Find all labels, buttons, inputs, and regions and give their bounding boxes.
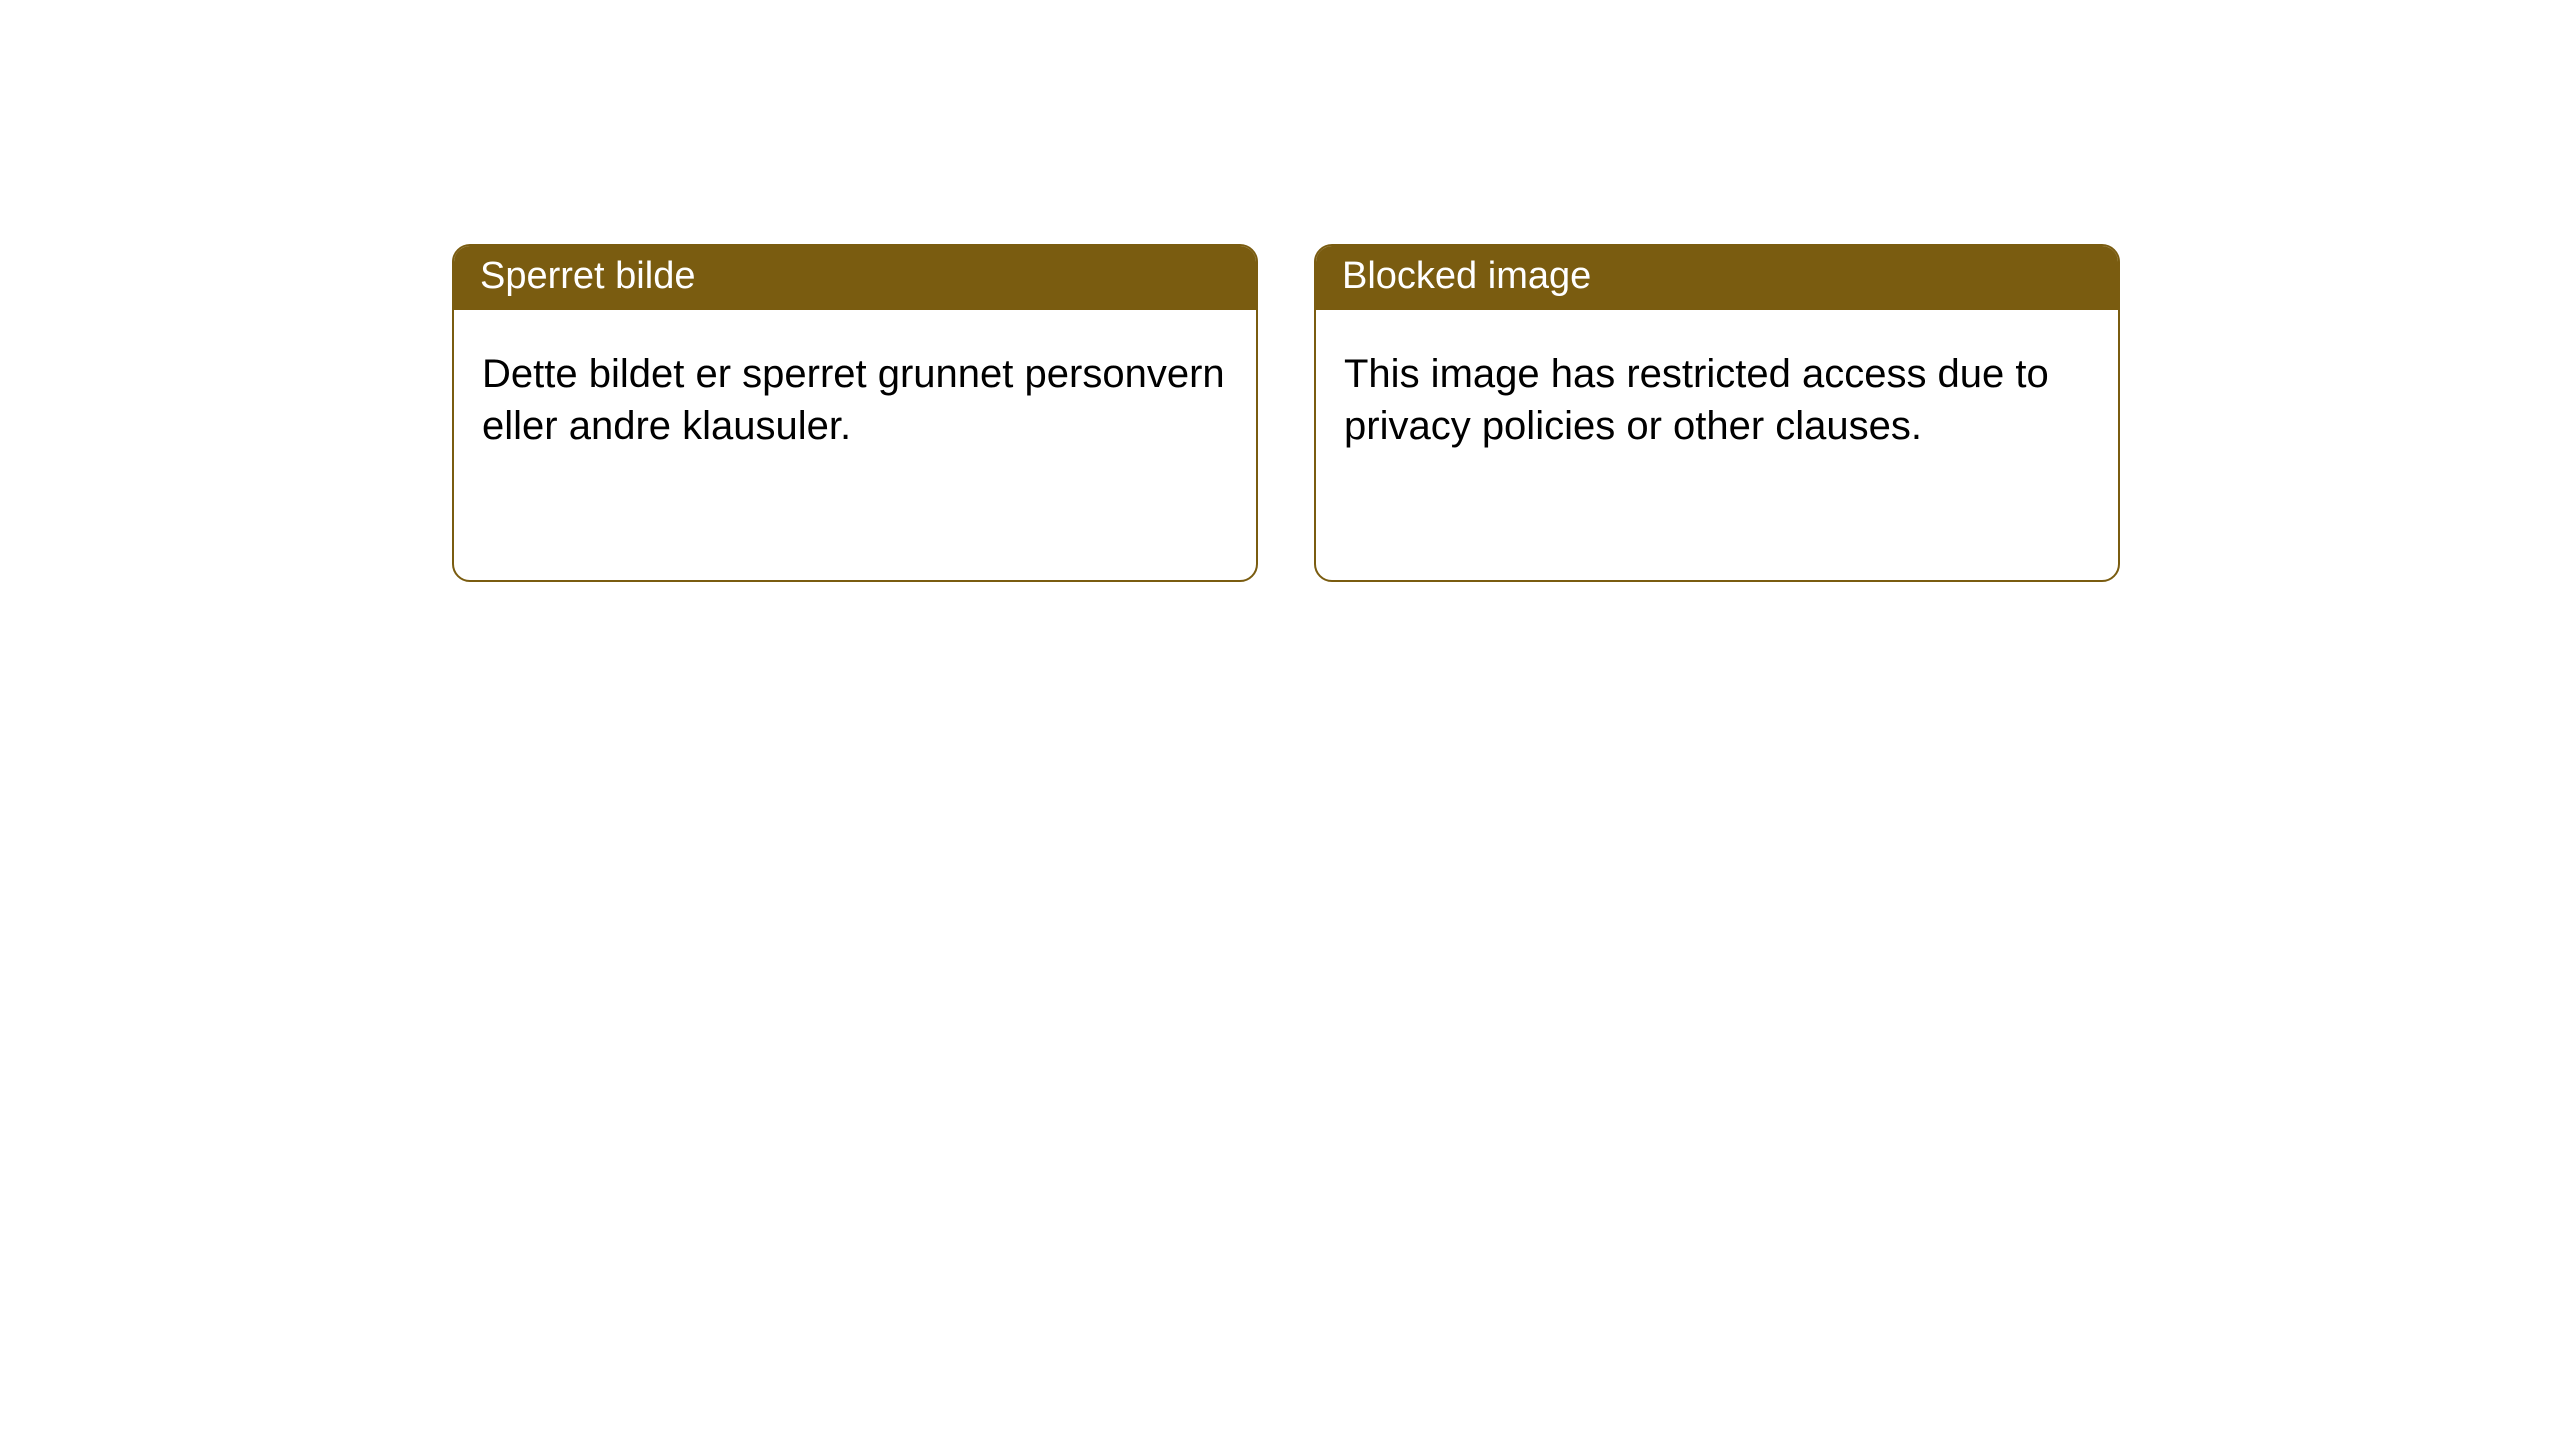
notice-body-norwegian: Dette bildet er sperret grunnet personve…	[454, 310, 1256, 480]
notice-card-english: Blocked image This image has restricted …	[1314, 244, 2120, 582]
notice-body-english: This image has restricted access due to …	[1316, 310, 2118, 480]
notice-title-english: Blocked image	[1316, 246, 2118, 310]
notice-title-norwegian: Sperret bilde	[454, 246, 1256, 310]
notice-container: Sperret bilde Dette bildet er sperret gr…	[0, 0, 2560, 582]
notice-card-norwegian: Sperret bilde Dette bildet er sperret gr…	[452, 244, 1258, 582]
